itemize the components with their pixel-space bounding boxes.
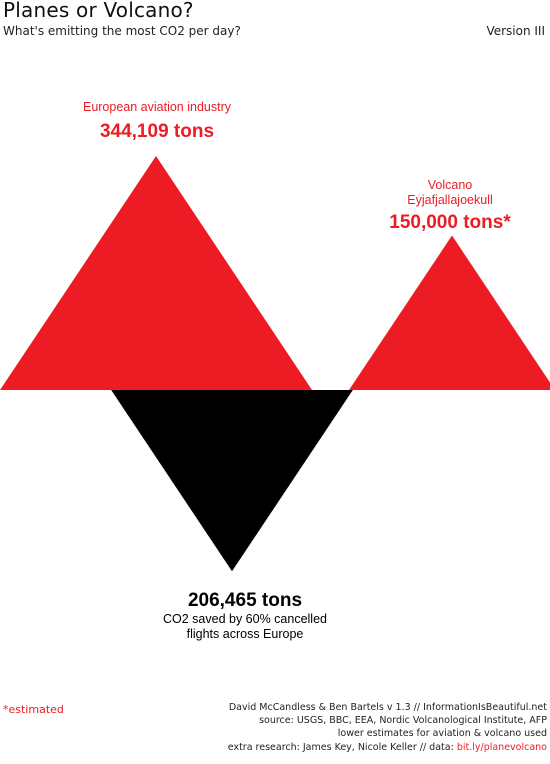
volcano-triangle bbox=[349, 235, 550, 390]
credits-line-3: lower estimates for aviation & volcano u… bbox=[337, 728, 547, 740]
aviation-value: 344,109 tons bbox=[99, 121, 215, 142]
credits-line-4: extra research: James Key, Nicole Keller… bbox=[228, 741, 547, 754]
page-title: Planes or Volcano? bbox=[3, 0, 194, 22]
page-subtitle: What's emitting the most CO2 per day? bbox=[3, 24, 241, 38]
saved-triangle bbox=[111, 390, 353, 572]
volcano-label: Volcano Eyjafjallajoekull 150,000 tons* bbox=[350, 178, 550, 234]
estimated-note: *estimated bbox=[3, 703, 64, 716]
data-link[interactable]: bit.ly/planevolcano bbox=[456, 741, 547, 753]
aviation-name: European aviation industry bbox=[82, 100, 231, 114]
saved-label: 206,465 tons CO2 saved by 60% cancelled … bbox=[120, 590, 370, 642]
aviation-triangle bbox=[0, 156, 312, 390]
saved-desc-line1: CO2 saved by 60% cancelled bbox=[163, 612, 327, 626]
volcano-value: 150,000 tons* bbox=[389, 212, 511, 233]
volcano-subname: Eyjafjallajoekull bbox=[407, 193, 493, 207]
credits-line-1: David McCandless & Ben Bartels v 1.3 // … bbox=[228, 702, 547, 713]
saved-desc-line2: flights across Europe bbox=[186, 627, 304, 641]
aviation-label: European aviation industry 344,109 tons bbox=[57, 100, 257, 143]
credits-line-4-text: extra research: James Key, Nicole Keller… bbox=[227, 741, 457, 753]
volcano-name: Volcano bbox=[427, 178, 473, 192]
saved-value: 206,465 tons bbox=[187, 590, 303, 611]
credits: David McCandless & Ben Bartels v 1.3 // … bbox=[228, 701, 547, 754]
version-label: Version III bbox=[486, 24, 545, 38]
credits-line-2: source: USGS, BBC, EEA, Nordic Volcanolo… bbox=[259, 715, 547, 727]
